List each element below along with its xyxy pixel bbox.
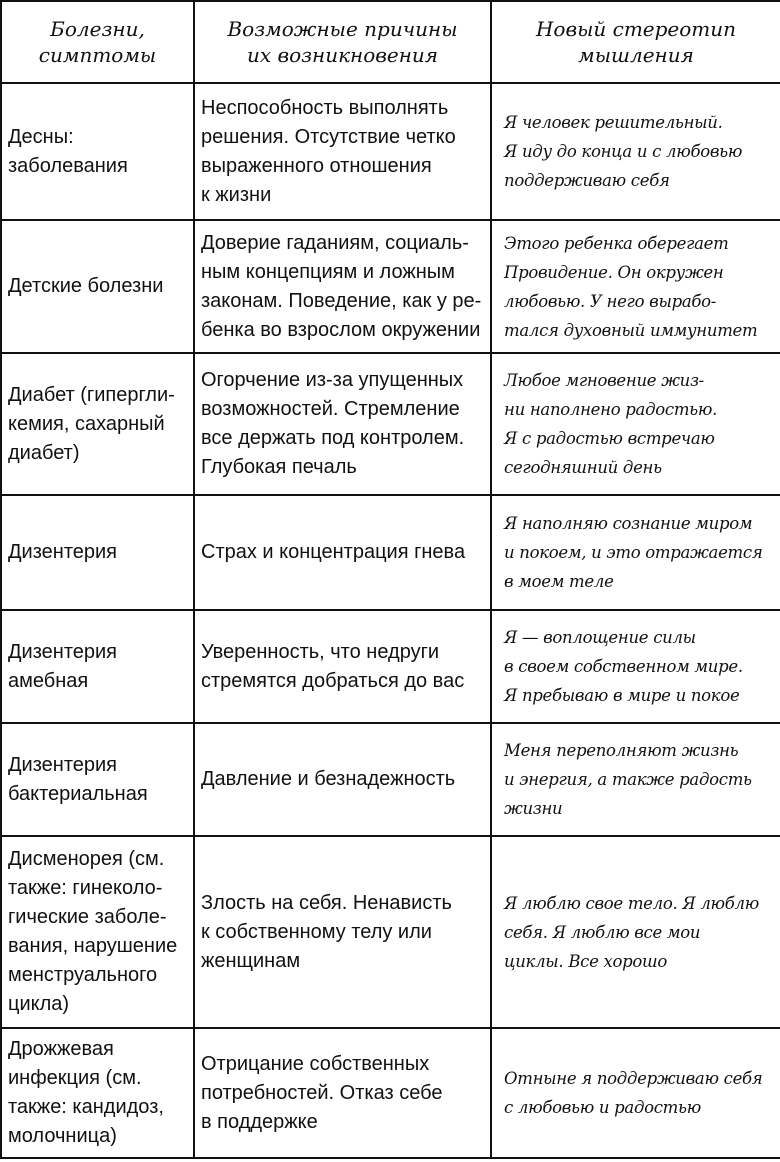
table-header-row: Болезни, симптомы Возможные причины их в… [0,0,780,84]
cause-cell: Доверие гаданиям, социаль- ным концепция… [193,219,492,354]
disease-cell: Дизентерия амебная [0,609,195,724]
table-row: Дизентерия амебная Уверенность, что недру… [0,609,780,724]
disease-cell: Десны: заболевания [0,82,195,221]
cause-cell: Страх и концентрация гнева [193,494,492,611]
new-thought-cell: Я — воплощение силы в своем собственном … [490,609,780,724]
cause-cell: Огорчение из-за упущенных возможностей. … [193,352,492,496]
table-row: Дисменорея (см. также: гинеколо- гически… [0,835,780,1029]
disease-cell: Дисменорея (см. также: гинеколо- гически… [0,835,195,1029]
table-row: Дизентерия бактериальная Давление и безна… [0,722,780,837]
table-row: Дрожжевая инфекция (см. также: кандидоз,… [0,1027,780,1159]
disease-cell: Диабет (гипергли- кемия, сахарный диабет… [0,352,195,496]
disease-cell: Детские болезни [0,219,195,354]
new-thought-cell: Меня переполняют жизнь и энергия, а такж… [490,722,780,837]
new-thought-cell: Отныне я поддерживаю себя с любовью и ра… [490,1027,780,1159]
table-row: Дизентерия Страх и концентрация гнева Я на… [0,494,780,611]
disease-cell: Дрожжевая инфекция (см. также: кандидоз,… [0,1027,195,1159]
cause-cell: Давление и безнадежность [193,722,492,837]
new-thought-cell: Этого ребенка оберегает Провидение. Он о… [490,219,780,354]
cause-cell: Уверенность, что недруги стремятся добра… [193,609,492,724]
new-thought-cell: Я человек решительный. Я иду до конца и … [490,82,780,221]
cause-cell: Неспособность выполнять решения. Отсутст… [193,82,492,221]
cause-cell: Злость на себя. Ненависть к собственному… [193,835,492,1029]
table-row: Детские болезни Доверие гаданиям, социаль… [0,219,780,354]
disease-cell: Дизентерия [0,494,195,611]
disease-cell: Дизентерия бактериальная [0,722,195,837]
new-thought-cell: Я наполняю сознание миром и покоем, и эт… [490,494,780,611]
header-new-thought: Новый стереотип мышления [490,0,780,84]
table-row: Десны: заболевания Неспособность выполнят… [0,82,780,221]
header-causes: Возможные причины их возникновения [193,0,492,84]
new-thought-cell: Любое мгновение жиз- ни наполнено радост… [490,352,780,496]
cause-cell: Отрицание собственных потребностей. Отка… [193,1027,492,1159]
table-row: Диабет (гипергли- кемия, сахарный диабет… [0,352,780,496]
new-thought-cell: Я люблю свое тело. Я люблю себя. Я люблю… [490,835,780,1029]
header-diseases: Болезни, симптомы [0,0,195,84]
